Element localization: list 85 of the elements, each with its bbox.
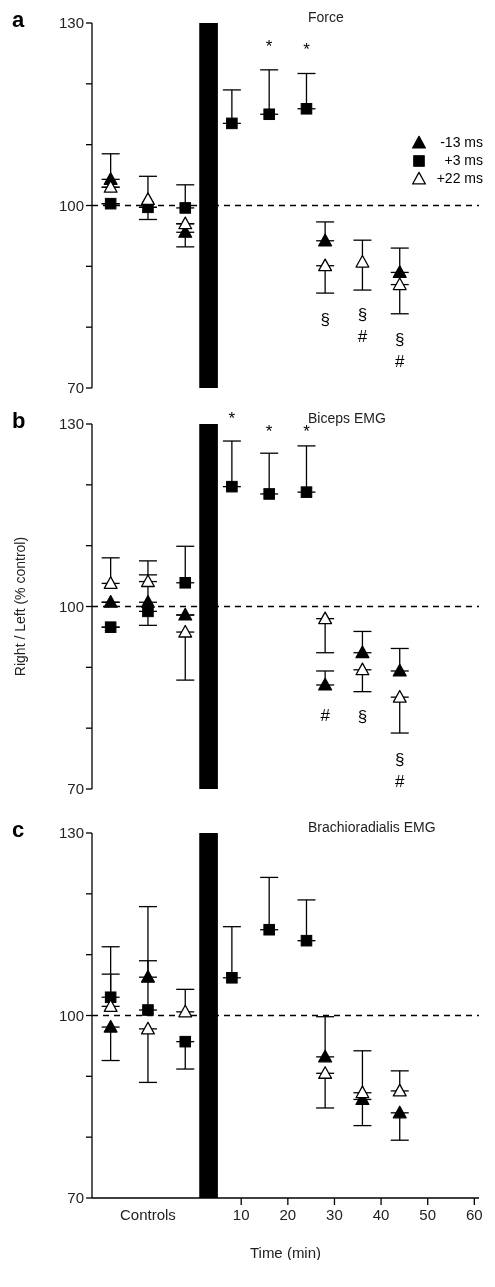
- point: [318, 677, 333, 691]
- point: [392, 1083, 407, 1097]
- point: [178, 1004, 193, 1018]
- x-tick-label: 30: [326, 1206, 343, 1223]
- y-tick-label: 100: [58, 1006, 84, 1024]
- legend-label: +3 ms: [443, 152, 483, 168]
- point: [103, 180, 118, 193]
- point: [355, 645, 370, 659]
- point: [392, 265, 407, 279]
- point: [318, 258, 333, 272]
- annotation: *: [228, 408, 236, 428]
- point: [140, 574, 155, 588]
- annotation: *: [265, 37, 273, 57]
- x-tick-label: 20: [279, 1206, 297, 1223]
- point: [300, 103, 313, 115]
- y-tick-label: 70: [67, 379, 84, 397]
- annotation: *: [303, 40, 311, 60]
- point: [179, 202, 192, 214]
- annotation: #: [357, 326, 368, 346]
- point: [179, 577, 192, 589]
- point: [263, 923, 275, 936]
- point: [318, 611, 333, 625]
- annotation: #: [320, 705, 331, 725]
- point: [142, 1004, 154, 1016]
- y-tick-label: 100: [58, 196, 84, 214]
- point: [226, 117, 238, 130]
- annotation: §: [395, 750, 405, 770]
- y-tick-label: 70: [67, 780, 84, 798]
- chart-title: Brachioradialis EMG: [308, 819, 436, 835]
- point: [178, 216, 193, 230]
- point: [300, 934, 313, 947]
- point: [355, 662, 370, 676]
- point: [140, 192, 155, 206]
- annotation: *: [265, 422, 273, 442]
- x-tick-label: 10: [232, 1206, 250, 1223]
- point: [104, 621, 117, 633]
- text: b: [12, 408, 26, 434]
- point: [140, 969, 155, 983]
- y-tick-label: 130: [58, 415, 84, 433]
- annotation: *: [303, 422, 311, 442]
- legend-label: +22 ms: [435, 170, 483, 186]
- point: [318, 233, 333, 247]
- annotation: #: [395, 352, 405, 372]
- point: [104, 991, 117, 1004]
- annotation: §: [320, 309, 330, 329]
- y-axis-title: Right / Left (% control): [11, 536, 28, 677]
- point: [179, 1035, 192, 1048]
- y-tick-label: 100: [58, 597, 84, 615]
- text: c: [12, 817, 25, 843]
- point: [318, 1066, 333, 1079]
- point: [103, 594, 118, 608]
- point: [263, 488, 275, 500]
- point: [103, 1019, 118, 1033]
- point: [392, 1105, 407, 1119]
- x-tick-label: 40: [372, 1206, 390, 1223]
- x-tick-label: 60: [465, 1206, 483, 1223]
- point: [178, 624, 193, 638]
- point: [318, 1049, 333, 1063]
- legend-label: -13 ms: [439, 134, 483, 150]
- point: [103, 999, 118, 1012]
- x-tick-label: 50: [419, 1206, 437, 1223]
- y-tick-label: 130: [58, 14, 84, 32]
- annotation: §: [395, 329, 405, 349]
- point: [300, 486, 313, 498]
- chart-title: Force: [308, 9, 344, 25]
- annotation: §: [357, 707, 368, 727]
- point: [226, 972, 238, 984]
- text: a: [12, 7, 25, 33]
- point: [355, 254, 370, 268]
- y-tick-label: 70: [67, 1189, 84, 1207]
- point: [392, 689, 407, 703]
- point: [178, 607, 193, 621]
- y-tick-label: 130: [58, 824, 84, 842]
- point: [104, 197, 117, 210]
- point: [103, 576, 118, 589]
- point: [263, 108, 275, 121]
- annotation: #: [395, 771, 405, 791]
- point: [226, 480, 238, 493]
- point: [392, 277, 407, 291]
- chart-title: Biceps EMG: [308, 410, 386, 426]
- point: [392, 663, 407, 677]
- point: [140, 1021, 155, 1035]
- point: [355, 1085, 370, 1099]
- annotation: §: [357, 304, 368, 324]
- x-tick-label: Controls: [120, 1206, 176, 1223]
